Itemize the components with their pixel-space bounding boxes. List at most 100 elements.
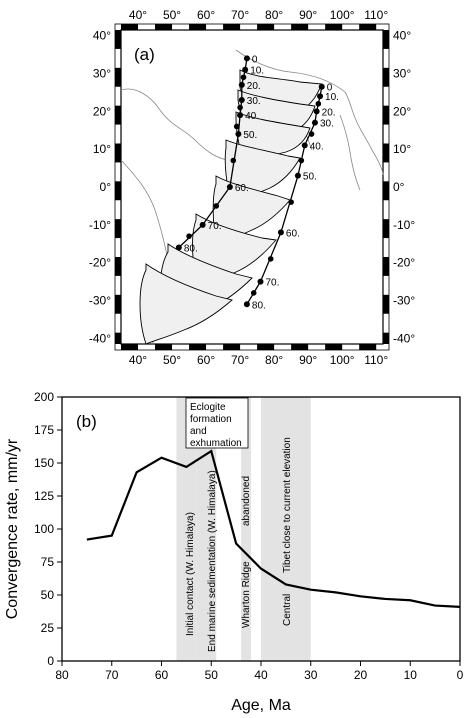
x-tick-label: 70 <box>105 668 119 682</box>
map-border-segment <box>383 332 389 344</box>
y-tick-label: 25 <box>41 621 55 635</box>
y-tick-label: 150 <box>34 456 54 470</box>
map-lat-label-left: -20° <box>89 256 111 270</box>
map-border-segment <box>325 344 343 350</box>
map-border-segment <box>155 24 173 30</box>
map-lon-label-top: 110° <box>364 8 388 22</box>
map-border-segment <box>223 24 241 30</box>
map-border-segment <box>115 143 121 163</box>
map-lat-label-left: 30° <box>93 67 111 81</box>
map-border-segment <box>383 30 389 49</box>
map-border-segment <box>189 24 207 30</box>
map-lat-label-right: -20° <box>393 256 415 270</box>
map-panel: 40° 50° 60° 70° 80° 90° 100° 110° 40° 50° 60° 70° 8… <box>89 8 416 367</box>
map-lon-label-top: 50° <box>163 8 181 22</box>
map-border-segment <box>359 344 377 350</box>
west-track-label: 80. <box>184 244 198 255</box>
east-track-label: 50. <box>303 172 317 183</box>
west-track-dot <box>237 112 244 119</box>
west-track-label: 60. <box>235 183 249 194</box>
chart-panel-label: (b) <box>76 412 97 431</box>
eclogite-annotation-box <box>185 397 249 449</box>
west-track-dot <box>242 66 249 73</box>
map-lon-label-top: 60° <box>197 8 215 22</box>
x-axis-title: Age, Ma <box>231 697 291 714</box>
west-track-dot <box>243 55 250 62</box>
y-tick-label: 200 <box>34 390 54 404</box>
east-track-label: 20. <box>322 107 336 118</box>
map-lon-label-top: 80° <box>265 8 283 22</box>
west-track-dot <box>233 123 240 130</box>
y-tick-label: 0 <box>47 654 54 668</box>
map-lon-label-top: 40° <box>129 8 147 22</box>
west-track-dot <box>199 221 206 228</box>
west-track-dot <box>175 244 182 251</box>
west-track-dot <box>230 157 237 164</box>
east-track-dot <box>267 256 274 262</box>
map-border-segment <box>115 332 121 344</box>
west-track-label: 30. <box>247 96 261 107</box>
eclogite-line-2: formation <box>190 414 232 425</box>
y-tick-label: 125 <box>34 489 54 503</box>
map-border-segment <box>121 344 139 350</box>
map-border-segment <box>291 344 309 350</box>
y-tick-label: 100 <box>34 522 54 536</box>
map-panel-label: (a) <box>134 45 155 64</box>
shaded-band <box>196 397 217 661</box>
band-label-initial-contact: Initial contact (W. Himalaya) <box>185 512 196 636</box>
map-border-segment <box>383 219 389 239</box>
east-track-label: 60. <box>286 228 300 239</box>
west-track-dot <box>240 74 247 81</box>
west-track-dot <box>237 104 243 111</box>
east-track-dot <box>301 142 308 149</box>
west-track-dot <box>226 184 233 190</box>
map-lon-label-top: 90° <box>299 8 317 22</box>
eclogite-line-4: exhumation <box>190 438 242 449</box>
map-border-segment <box>223 344 241 350</box>
west-track-dot <box>235 131 242 138</box>
x-tick-label: 0 <box>457 668 464 682</box>
map-lat-label-right: 20° <box>393 104 411 118</box>
east-track-dot <box>318 83 325 90</box>
map-lon-label-top: 100° <box>330 8 355 22</box>
map-lat-label-left: -40° <box>89 331 111 345</box>
convergence-rate-line <box>86 449 461 608</box>
map-border-outline <box>114 23 390 351</box>
map-lat-label-right: 30° <box>393 67 411 81</box>
map-lon-label-top: 70° <box>231 8 249 22</box>
map-lat-label-right: 0° <box>393 180 405 194</box>
band-label-end-marine: End marine sedimentation (W. Himalaya) <box>207 470 218 652</box>
map-border-segment <box>115 30 121 49</box>
east-track-dot <box>250 290 257 296</box>
west-track-labels: 010. 20. 30. 40. 50. 60. 70. 80. <box>184 54 264 254</box>
band-label-central: Central <box>282 594 293 626</box>
west-track-dot <box>238 81 245 88</box>
map-lat-label-left: -30° <box>89 293 111 307</box>
map-border-segment <box>115 219 121 239</box>
east-track-dots <box>243 83 325 308</box>
map-lon-labels-top: 40° 50° 60° 70° 80° 90° 100° 110° <box>129 8 388 22</box>
x-tick-label: 60 <box>155 668 169 682</box>
east-track-dot <box>308 131 315 137</box>
map-lon-label-bottom: 60° <box>197 353 215 367</box>
map-border-segment <box>257 24 275 30</box>
map-border-segment <box>189 344 207 350</box>
west-track-label: 0 <box>252 54 258 65</box>
east-track-dot <box>298 157 305 164</box>
west-track-label: 20. <box>247 81 261 92</box>
east-track-dot <box>317 93 324 100</box>
map-border-segment <box>257 344 275 350</box>
map-lat-labels-left: 40° 30° 20° 10° 0° -10° -20° -30° -40° <box>89 29 111 346</box>
x-ticks: 80 70 60 50 40 30 20 10 0 <box>55 661 464 682</box>
band-label-abandoned: abandoned <box>241 476 252 526</box>
east-track-label: 80. <box>252 300 266 311</box>
map-border-segment <box>115 294 121 314</box>
west-track-label: 40. <box>245 111 259 122</box>
x-tick-label: 50 <box>205 668 219 682</box>
east-track-dot <box>311 119 318 126</box>
map-border-segment <box>383 67 389 87</box>
map-border-segment <box>115 181 121 201</box>
x-tick-label: 30 <box>304 668 318 682</box>
